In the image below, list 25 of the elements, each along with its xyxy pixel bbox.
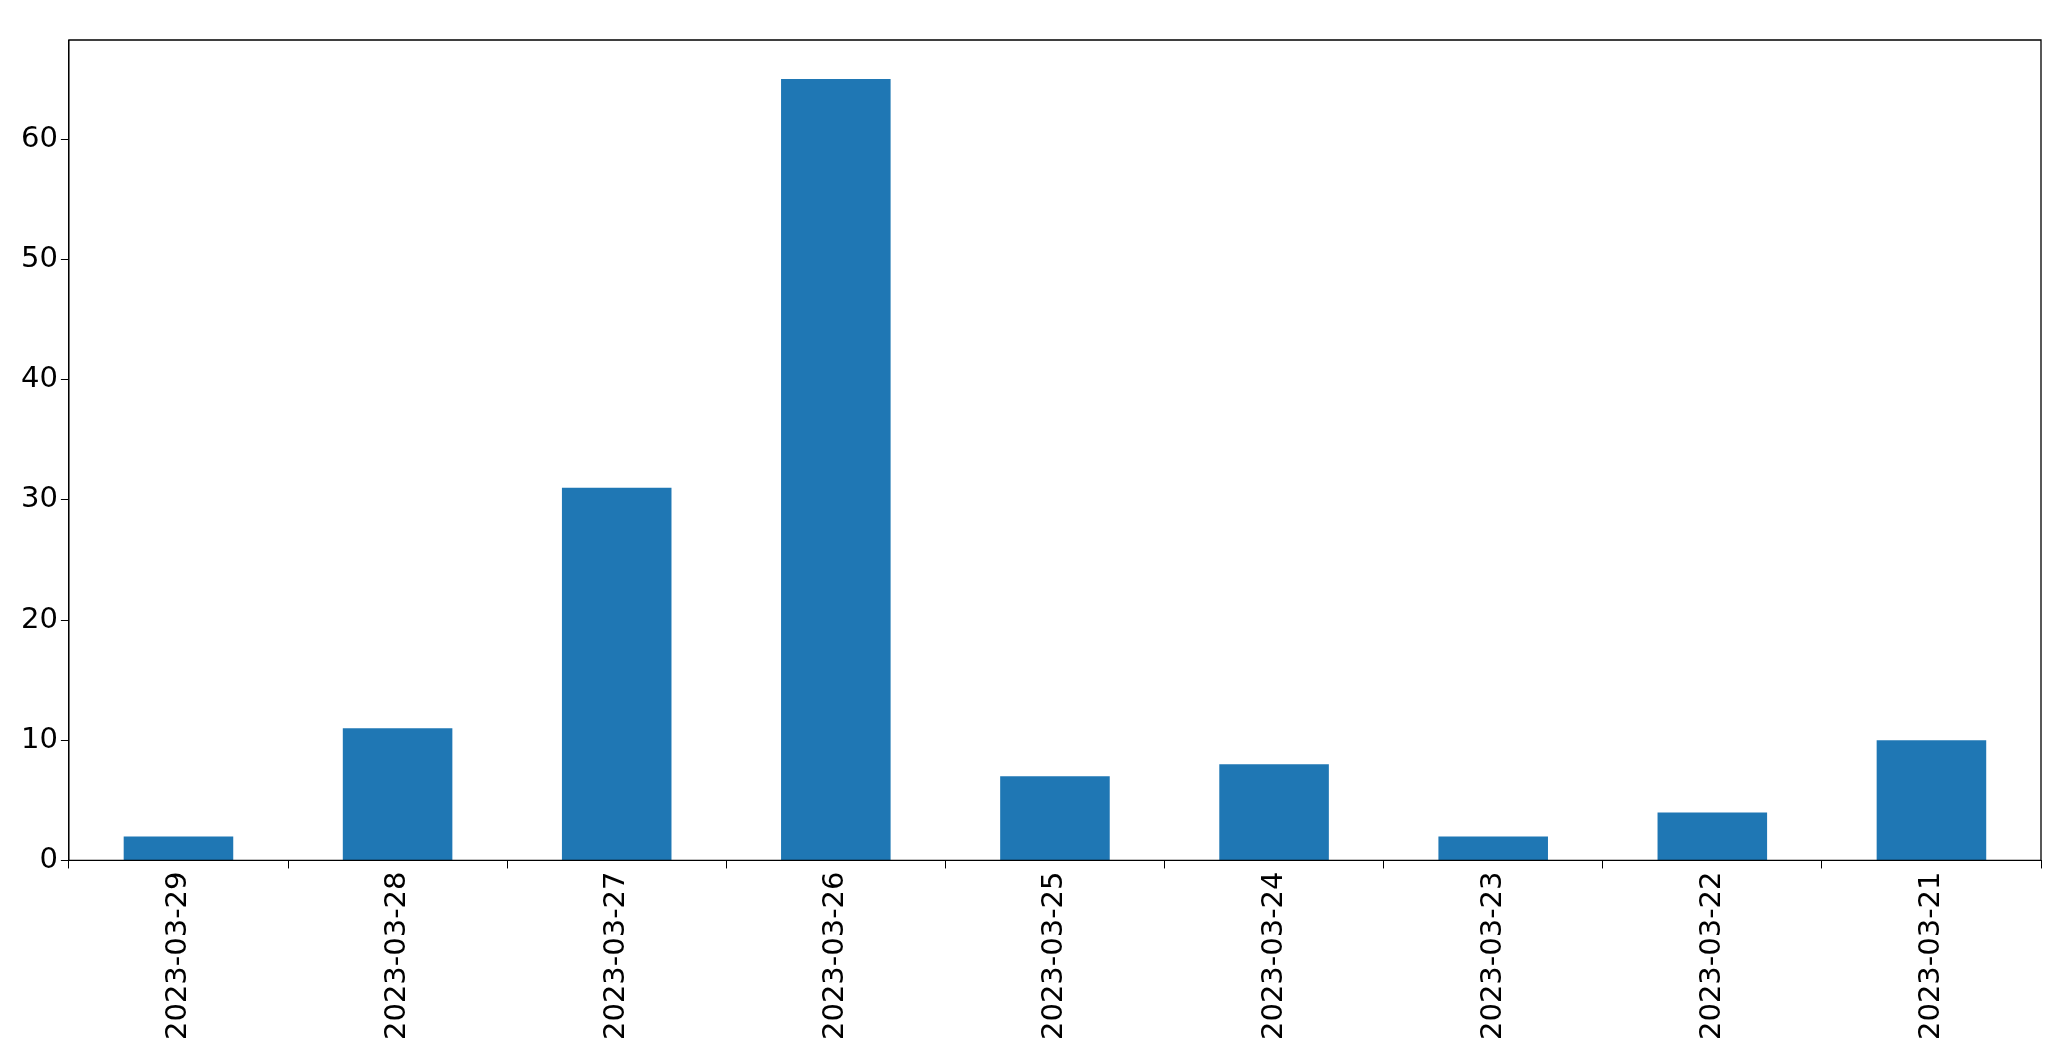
x-tick-label: 2023-03-24 (1254, 871, 1289, 1041)
bar (781, 79, 891, 860)
y-tick-label: 20 (21, 600, 58, 635)
bar (342, 728, 453, 860)
y-tick-label: 40 (21, 360, 58, 395)
x-tick-label: 2023-03-22 (1692, 871, 1727, 1041)
x-tick-label: 2023-03-25 (1035, 871, 1070, 1041)
bar (1657, 812, 1768, 860)
bar (123, 836, 234, 860)
x-tick-label: 2023-03-28 (378, 871, 413, 1041)
x-tick-label: 2023-03-23 (1473, 871, 1508, 1041)
y-tick-label: 0 (39, 841, 58, 875)
x-tick-label: 2023-03-21 (1911, 871, 1946, 1041)
bar (561, 487, 672, 860)
x-tick-label: 2023-03-26 (816, 871, 851, 1041)
y-tick-label: 50 (21, 239, 58, 274)
y-tick-label: 30 (21, 480, 58, 515)
bar (1438, 836, 1548, 860)
x-tick-label: 2023-03-27 (597, 871, 632, 1041)
y-tick-label: 10 (21, 720, 58, 755)
bar (1876, 740, 1987, 860)
y-tick-label: 60 (21, 119, 58, 154)
bar (1000, 776, 1110, 860)
bar (1219, 764, 1329, 860)
x-tick-label: 2023-03-29 (158, 871, 193, 1041)
